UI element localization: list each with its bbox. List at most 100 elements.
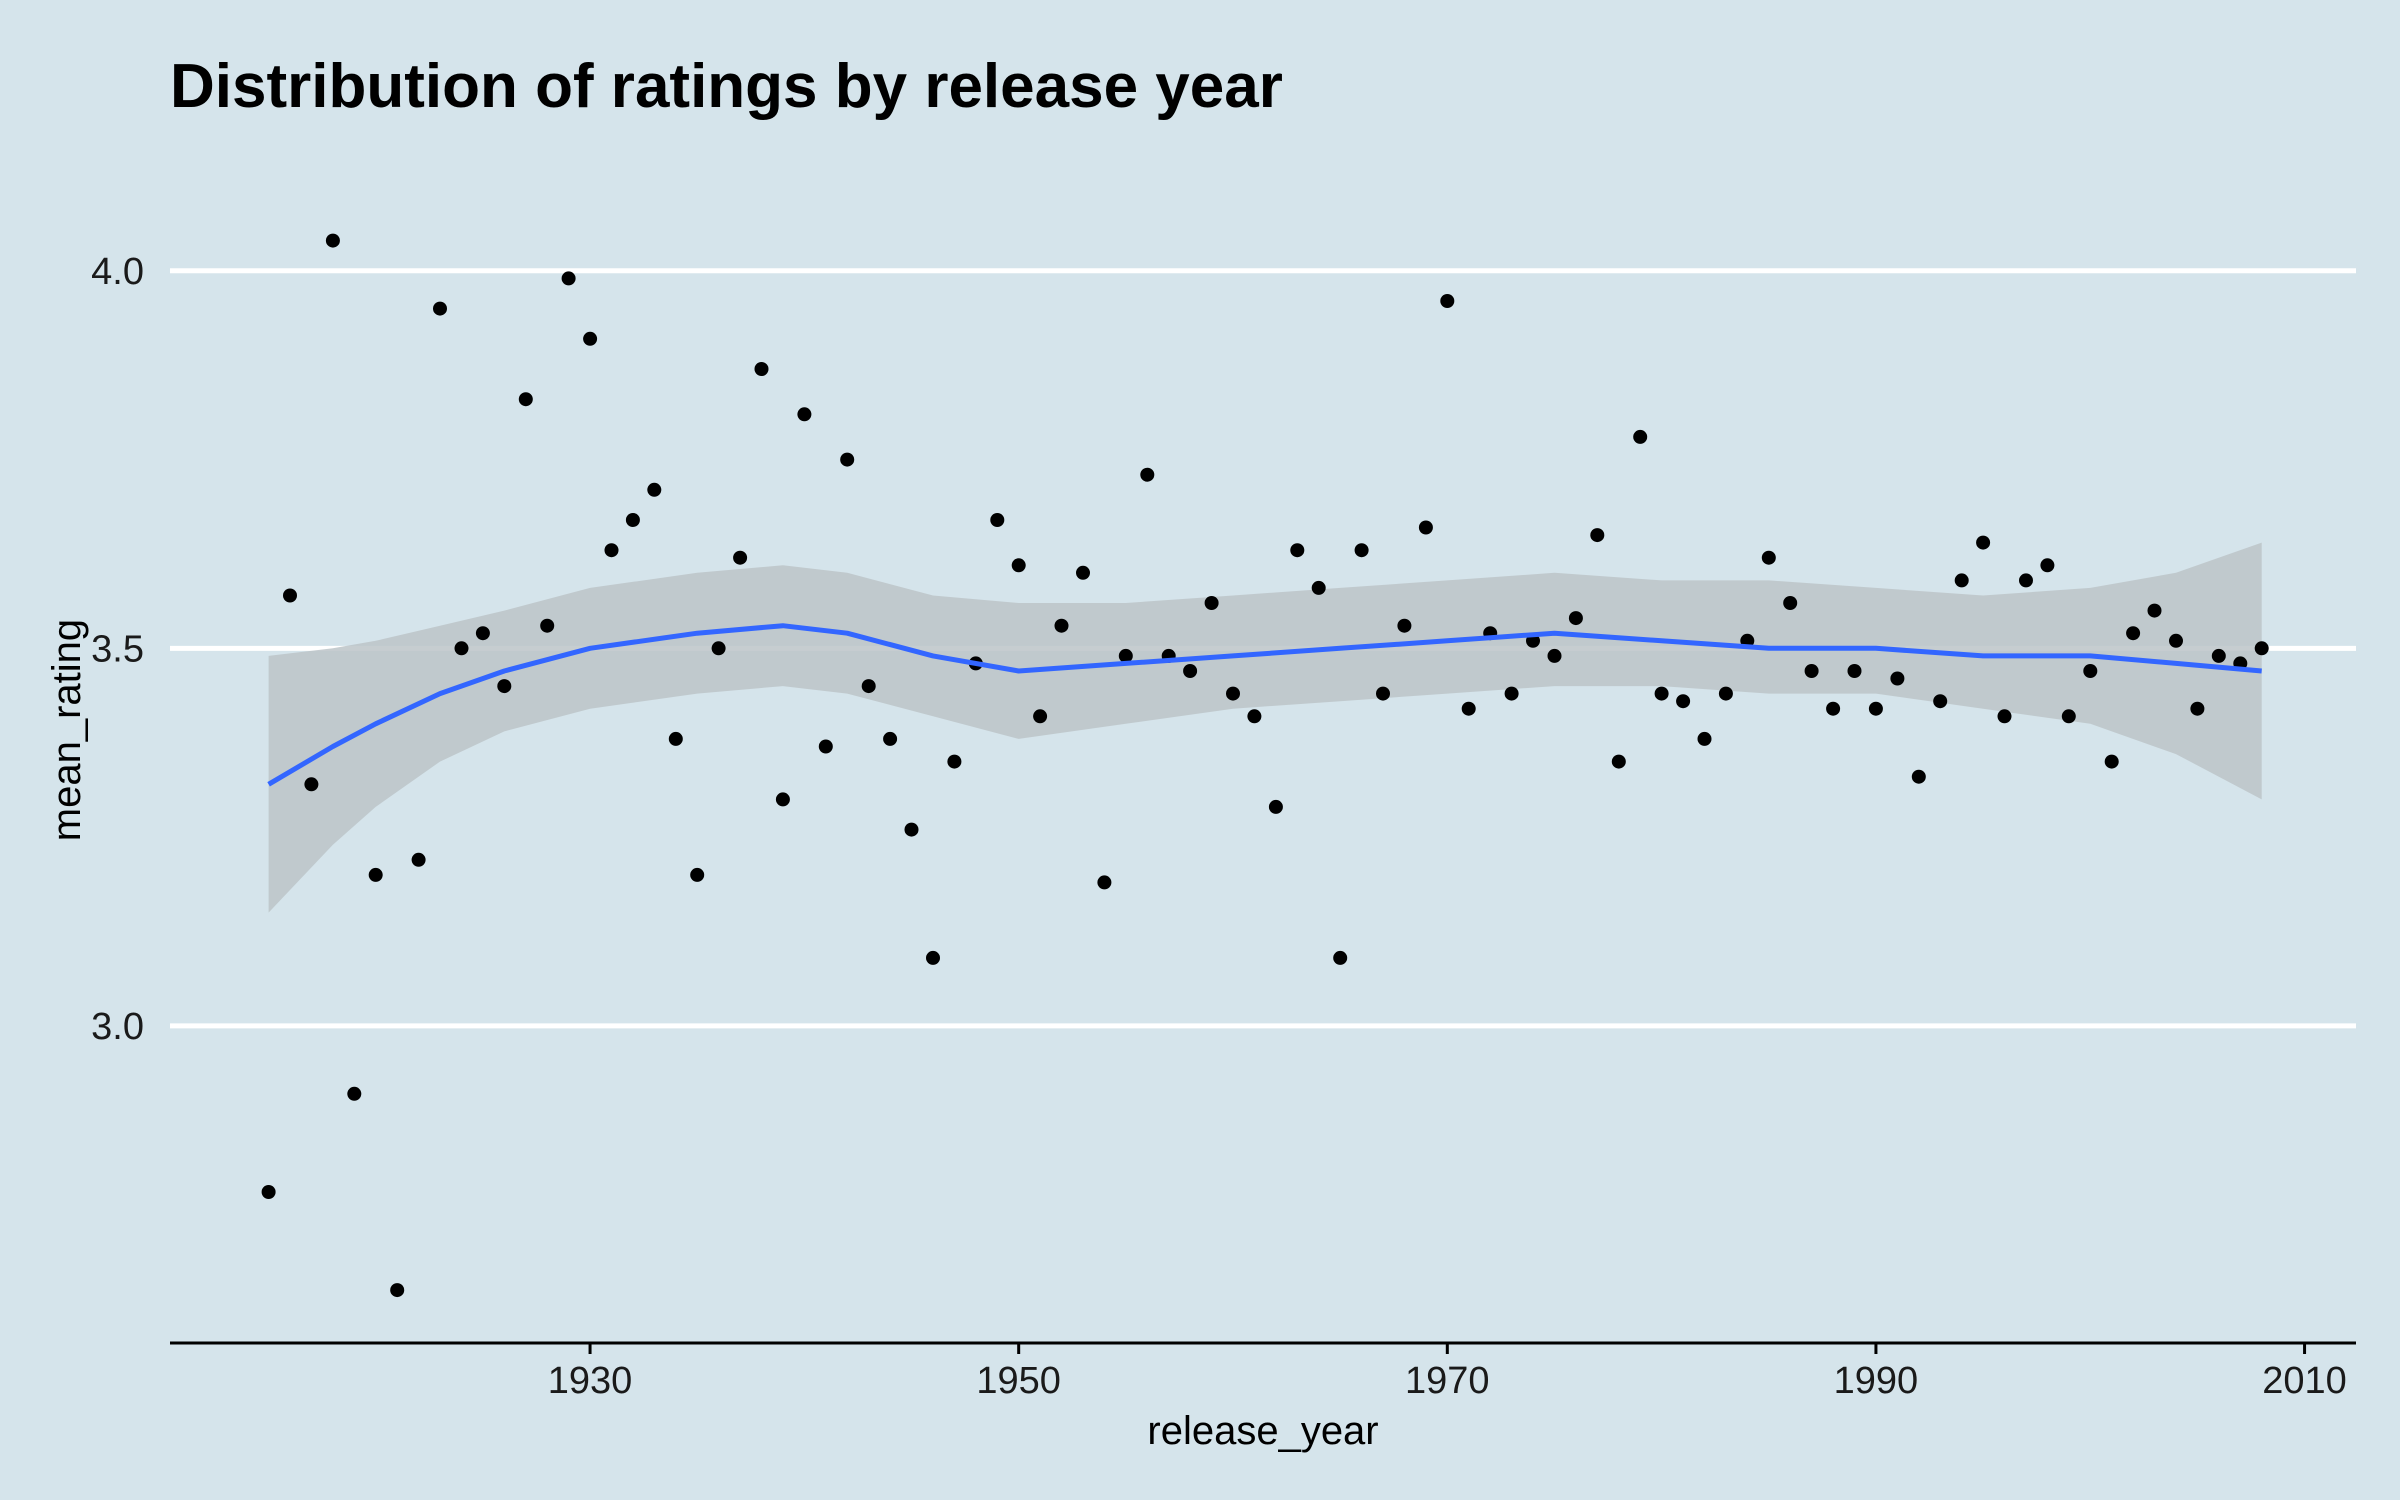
data-point	[1418, 520, 1433, 535]
data-point	[2083, 664, 2098, 678]
data-point	[883, 731, 898, 746]
confidence-band-area	[268, 542, 2262, 913]
data-point	[2169, 633, 2183, 648]
x-tick-label: 1990	[1834, 1360, 1919, 1402]
data-point	[2126, 626, 2141, 641]
data-point	[1097, 875, 1112, 890]
data-point	[668, 731, 683, 746]
data-point	[1376, 686, 1390, 701]
data-point	[1268, 799, 1283, 814]
data-point	[2019, 573, 2033, 588]
data-point	[1676, 694, 1691, 709]
data-point	[433, 301, 447, 316]
data-point	[1461, 701, 1476, 716]
data-point	[1976, 535, 1991, 550]
data-point	[1911, 769, 1926, 784]
data-point	[754, 362, 769, 376]
smooth-line-group	[267, 623, 2262, 787]
data-point	[2254, 641, 2269, 656]
data-point	[647, 482, 662, 497]
data-point	[1290, 543, 1305, 558]
data-point	[1547, 648, 1562, 663]
data-point	[283, 588, 297, 603]
data-point	[990, 513, 1005, 527]
data-point	[1011, 558, 1026, 573]
data-point	[2104, 754, 2119, 769]
data-point	[1654, 686, 1669, 701]
data-point	[818, 739, 833, 754]
data-point	[1954, 573, 1969, 588]
x-axis-title: release_year	[1147, 1409, 1378, 1453]
data-point	[2147, 603, 2162, 618]
data-point	[926, 950, 940, 965]
data-point	[518, 392, 533, 407]
confidence-band	[268, 542, 2262, 913]
data-point	[411, 852, 426, 867]
data-point	[1933, 694, 1948, 709]
data-point	[325, 233, 340, 248]
y-tick-label: 3.0	[91, 1006, 144, 1048]
x-tick-label: 2010	[2262, 1360, 2347, 1402]
data-point	[1354, 543, 1369, 558]
x-axis-ticks: 1930 1950 1970 1990 2010	[548, 1343, 2347, 1402]
y-tick-label: 4.0	[91, 251, 144, 293]
data-point	[1247, 709, 1262, 724]
data-point	[1633, 429, 1648, 444]
data-point	[1226, 686, 1240, 701]
data-point	[561, 271, 576, 286]
y-tick-label: 3.5	[91, 628, 144, 670]
data-point	[1504, 686, 1519, 701]
data-point	[1568, 611, 1583, 626]
data-point	[1397, 618, 1412, 633]
data-point	[1118, 648, 1133, 663]
scatter-points	[261, 233, 2269, 1298]
data-point	[347, 1086, 362, 1101]
x-tick-label: 1970	[1405, 1360, 1490, 1402]
data-point	[904, 822, 919, 837]
data-point	[475, 626, 490, 641]
data-point	[497, 679, 512, 694]
data-point	[1890, 671, 1905, 686]
data-point	[454, 641, 469, 656]
data-point	[840, 452, 855, 467]
data-point	[1140, 467, 1155, 482]
x-tick-label: 1950	[976, 1360, 1061, 1402]
data-point	[2190, 701, 2205, 716]
data-point	[947, 754, 962, 769]
data-point	[1611, 754, 1626, 769]
data-point	[1826, 701, 1841, 716]
data-point	[1718, 686, 1733, 701]
data-point	[1847, 664, 1862, 678]
data-point	[1333, 950, 1348, 965]
data-point	[604, 543, 619, 558]
y-axis-title: mean_rating	[45, 619, 89, 841]
data-point	[1997, 709, 2012, 724]
data-point	[1311, 580, 1326, 595]
data-point	[1697, 731, 1712, 746]
data-point	[711, 641, 726, 656]
data-point	[540, 618, 555, 633]
data-point	[2061, 709, 2076, 724]
data-point	[1183, 664, 1198, 678]
data-point	[797, 407, 812, 422]
data-point	[1054, 618, 1069, 633]
data-point	[775, 792, 790, 807]
data-point	[390, 1283, 405, 1298]
data-point	[1204, 596, 1219, 610]
data-point	[2040, 558, 2055, 573]
data-point	[2211, 648, 2226, 663]
y-axis-ticks: 3.0 3.5 4.0	[91, 251, 144, 1048]
data-point	[733, 550, 748, 565]
smooth-line	[267, 623, 2262, 787]
data-point	[261, 1185, 276, 1199]
data-point	[1076, 565, 1090, 580]
data-point	[625, 513, 640, 527]
data-point	[368, 867, 383, 882]
chart-title: Distribution of ratings by release year	[170, 52, 1283, 121]
data-point	[1783, 596, 1798, 610]
data-point	[861, 679, 876, 694]
data-point	[1033, 709, 1048, 724]
data-point	[690, 867, 705, 882]
data-point	[1868, 701, 1883, 716]
